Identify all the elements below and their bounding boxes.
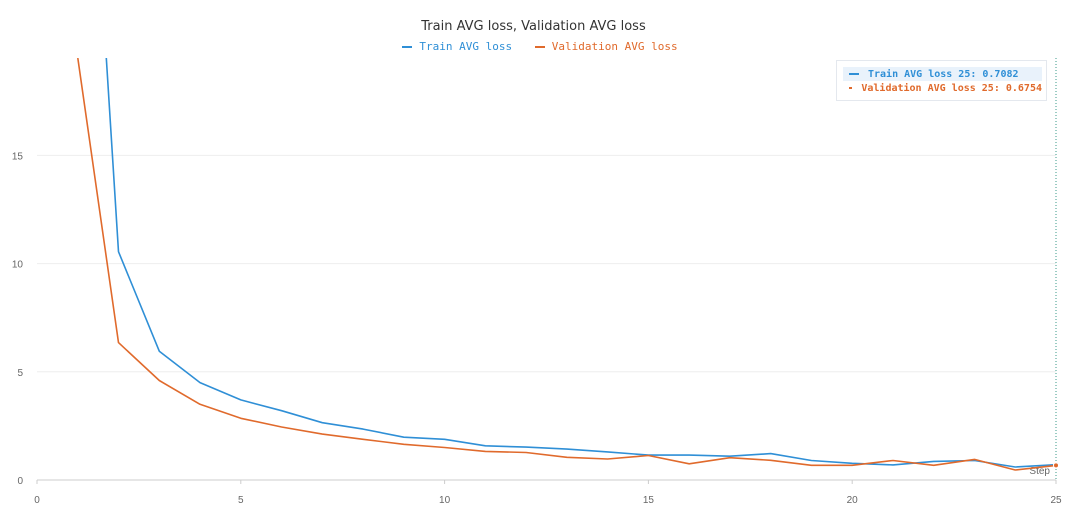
series-lines [77, 58, 1057, 471]
train-loss-line [105, 58, 1057, 468]
grid-lines [37, 154, 1056, 373]
x-tick-label: 25 [1050, 495, 1062, 506]
x-tick-label: 15 [643, 495, 655, 506]
chart-title: Train AVG loss, Validation AVG loss [421, 19, 646, 34]
x-tick-label: 0 [34, 495, 40, 506]
legend-swatch-validation [534, 46, 545, 48]
axes: 0 5 10 15 0 5 10 15 20 25 Step [12, 151, 1062, 506]
validation-loss-line [77, 58, 1057, 471]
tooltip-label-train: Train AVG loss 25: 0.7082 [868, 68, 1019, 80]
y-tick-label: 10 [12, 260, 24, 271]
validation-hover-point [1053, 462, 1059, 469]
x-tick-label: 5 [238, 495, 244, 506]
legend-item-validation[interactable]: Validation AVG loss [534, 40, 678, 53]
tooltip-row-validation: Validation AVG loss 25: 0.6754 [843, 81, 1042, 95]
legend-item-train[interactable]: Train AVG loss [402, 40, 512, 53]
y-tick-label: 5 [17, 368, 23, 379]
x-tick-label: 20 [847, 495, 859, 506]
y-tick-label: 15 [12, 151, 24, 162]
x-tick-label: 10 [439, 495, 451, 506]
legend-label-train: Train AVG loss [419, 40, 513, 53]
tooltip-label-validation: Validation AVG loss 25: 0.6754 [861, 82, 1042, 94]
hover-tooltip: Train AVG loss 25: 0.7082 Validation AVG… [836, 60, 1047, 101]
chart-legend: Train AVG loss Validation AVG loss [0, 40, 1067, 53]
tooltip-swatch-validation [849, 87, 853, 89]
hover-indicator [1053, 58, 1059, 480]
x-axis-label: Step [1029, 466, 1050, 477]
y-tick-label: 0 [17, 476, 23, 487]
legend-swatch-train [402, 46, 413, 48]
tooltip-swatch-train [849, 73, 859, 75]
legend-label-validation: Validation AVG loss [551, 40, 678, 53]
tooltip-row-train: Train AVG loss 25: 0.7082 [843, 67, 1042, 81]
